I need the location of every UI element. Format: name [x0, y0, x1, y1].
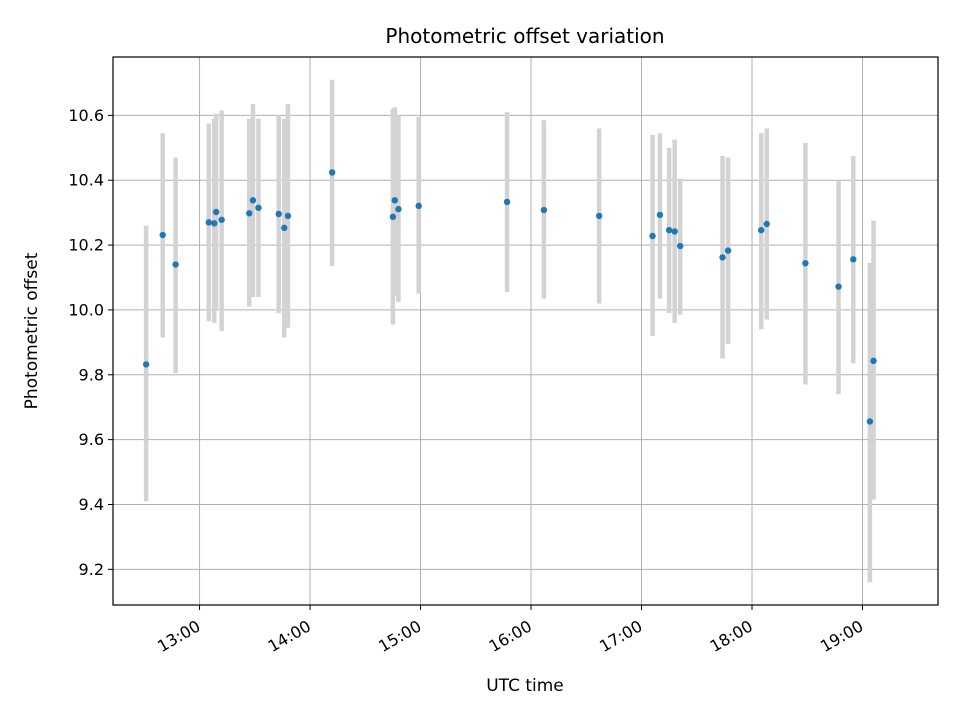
- data-point: [211, 220, 218, 227]
- y-tick-label: 9.4: [79, 495, 104, 514]
- data-point: [391, 197, 398, 204]
- data-point: [758, 226, 765, 234]
- data-point: [866, 418, 874, 425]
- point-layer: [142, 169, 877, 425]
- data-point: [172, 261, 179, 268]
- data-point: [665, 226, 673, 234]
- data-point: [255, 204, 262, 211]
- plot-frame: [112, 56, 939, 606]
- y-axis-ticks: 9.2 9.4 9.6 9.8 10.0 10.2 10.4 10.6: [68, 106, 113, 579]
- x-tick-label: 13:00: [154, 616, 203, 656]
- data-point: [850, 256, 857, 263]
- data-point: [159, 231, 166, 239]
- data-point: [275, 210, 282, 218]
- y-tick-label: 9.6: [79, 430, 104, 449]
- chart-title: Photometric offset variation: [385, 24, 664, 48]
- data-point: [205, 219, 212, 226]
- data-point: [649, 232, 656, 240]
- y-tick-label: 10.0: [68, 300, 104, 319]
- grid-layer: [113, 57, 938, 605]
- y-tick-label: 9.2: [79, 560, 104, 579]
- data-point: [389, 213, 397, 221]
- data-point: [719, 254, 726, 261]
- x-tick-label: 19:00: [817, 616, 866, 656]
- y-tick-label: 10.4: [68, 171, 104, 190]
- data-point: [218, 216, 225, 223]
- data-point: [142, 361, 150, 368]
- data-point: [281, 224, 288, 232]
- y-tick-label: 10.6: [68, 106, 104, 125]
- data-point: [656, 211, 664, 219]
- data-point: [249, 197, 257, 204]
- y-tick-label: 9.8: [79, 365, 104, 384]
- data-point: [870, 357, 877, 365]
- data-point: [676, 242, 684, 250]
- x-tick-label: 17:00: [596, 616, 645, 656]
- data-point: [835, 283, 842, 290]
- data-point: [246, 210, 253, 217]
- y-tick-label: 10.2: [68, 236, 104, 255]
- data-point: [395, 205, 402, 213]
- x-axis-ticks: 13:00 14:00 15:00 16:00 17:00 18:00 19:00: [154, 605, 866, 656]
- data-point: [802, 260, 809, 267]
- data-point: [763, 220, 770, 228]
- data-point: [540, 206, 548, 214]
- x-tick-label: 18:00: [707, 616, 756, 656]
- data-point: [284, 212, 292, 220]
- data-point: [212, 208, 220, 216]
- x-tick-label: 14:00: [265, 616, 314, 656]
- data-point: [595, 212, 603, 220]
- plot-background: [113, 57, 938, 605]
- x-tick-label: 16:00: [486, 616, 535, 656]
- x-tick-label: 15:00: [375, 616, 424, 656]
- data-point: [671, 228, 678, 235]
- x-axis-label: UTC time: [486, 676, 564, 696]
- y-axis-label: Photometric offset: [22, 252, 42, 409]
- data-point: [503, 198, 511, 206]
- data-point: [415, 202, 422, 210]
- data-point: [328, 169, 336, 176]
- data-point: [724, 247, 732, 254]
